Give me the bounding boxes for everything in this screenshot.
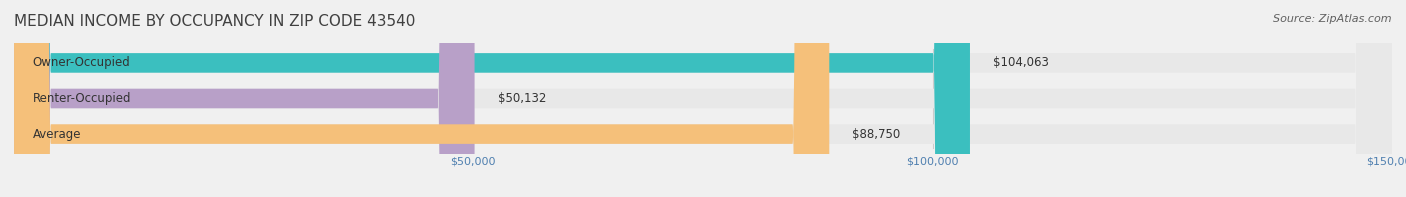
FancyBboxPatch shape <box>14 0 970 197</box>
Text: $50,132: $50,132 <box>498 92 546 105</box>
Text: MEDIAN INCOME BY OCCUPANCY IN ZIP CODE 43540: MEDIAN INCOME BY OCCUPANCY IN ZIP CODE 4… <box>14 14 415 29</box>
FancyBboxPatch shape <box>14 0 1392 197</box>
Text: Source: ZipAtlas.com: Source: ZipAtlas.com <box>1274 14 1392 24</box>
Text: Owner-Occupied: Owner-Occupied <box>32 56 131 69</box>
FancyBboxPatch shape <box>14 0 830 197</box>
FancyBboxPatch shape <box>14 0 1392 197</box>
FancyBboxPatch shape <box>14 0 1392 197</box>
FancyBboxPatch shape <box>14 0 475 197</box>
Text: Average: Average <box>32 128 82 141</box>
Text: $88,750: $88,750 <box>852 128 900 141</box>
Text: Renter-Occupied: Renter-Occupied <box>32 92 131 105</box>
Text: $104,063: $104,063 <box>993 56 1049 69</box>
